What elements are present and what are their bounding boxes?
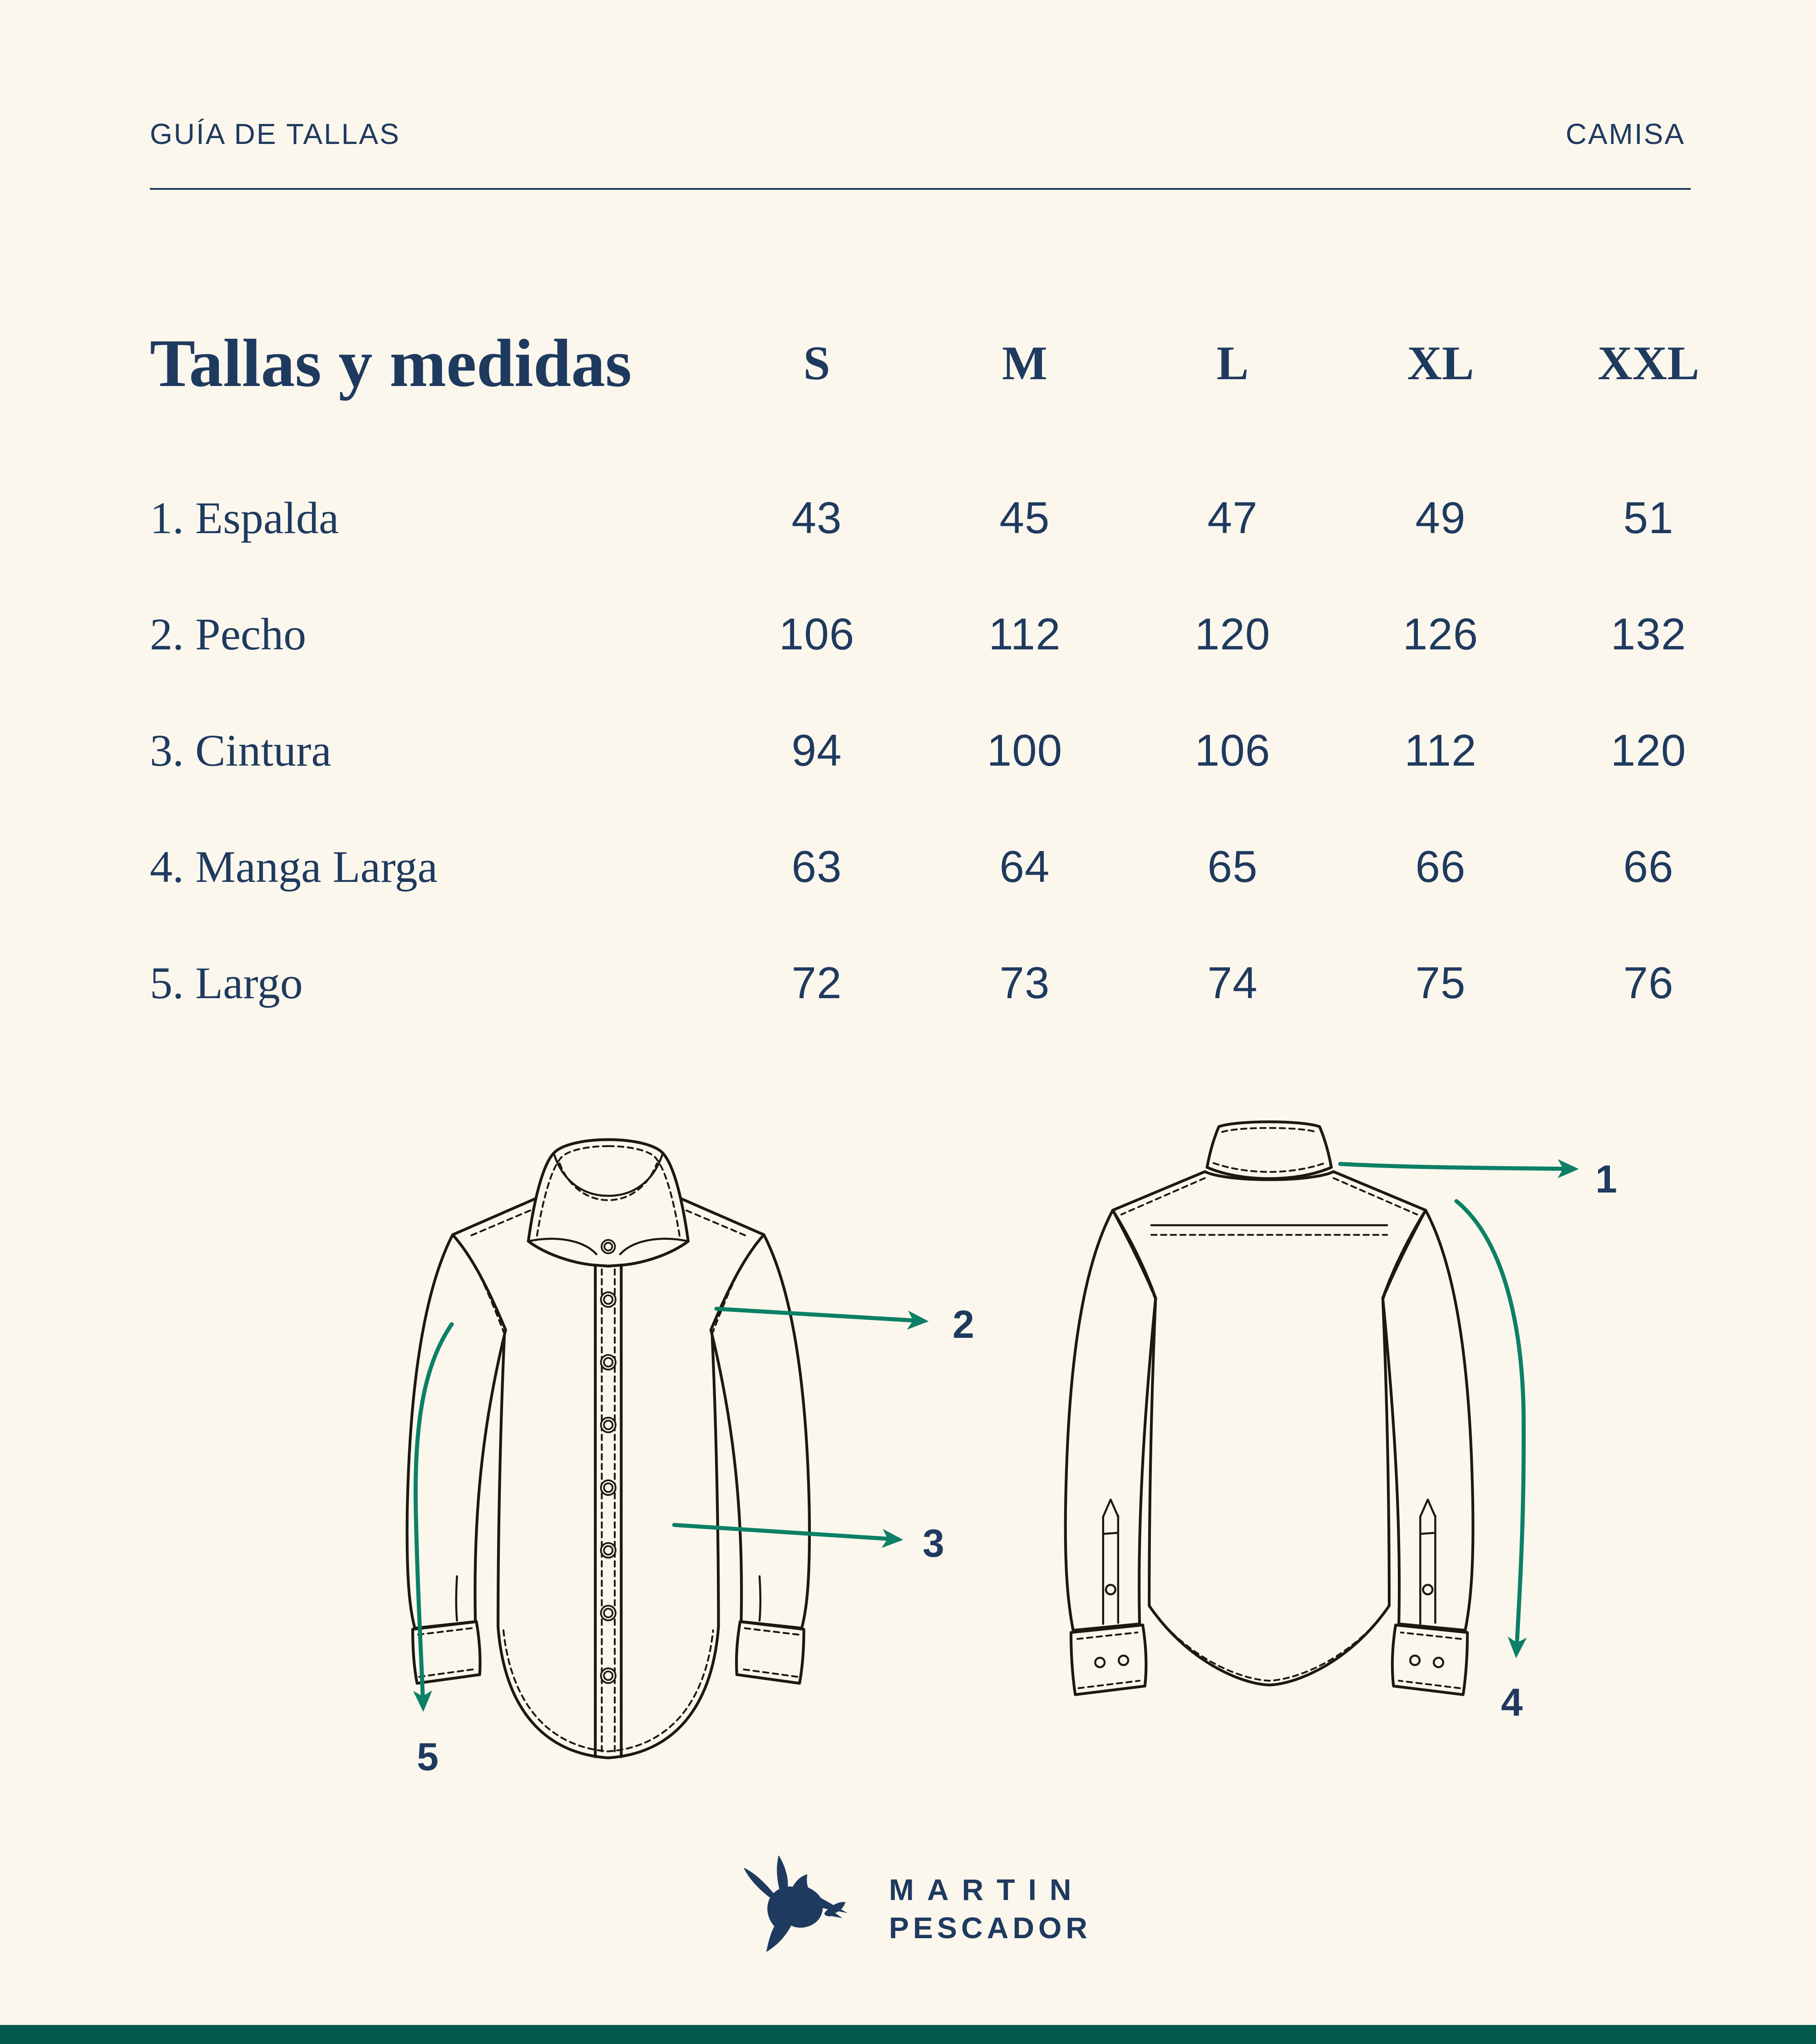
arrow-back-width bbox=[1338, 1159, 1579, 1178]
front-left-sleeve bbox=[405, 1233, 507, 1630]
arrow-chest bbox=[714, 1307, 929, 1330]
brand-name: MARTIN PESCADOR bbox=[889, 1854, 1091, 1943]
measurement-value: 94 bbox=[791, 725, 842, 775]
front-left-cuff bbox=[411, 1620, 482, 1685]
back-left-sleeve bbox=[1064, 1208, 1157, 1632]
back-collar bbox=[1205, 1120, 1333, 1180]
marker-label-waist: 3 bbox=[923, 1522, 944, 1565]
page-header: GUÍA DE TALLAS CAMISA bbox=[150, 117, 1685, 151]
measurement-value: 43 bbox=[791, 492, 842, 543]
measurement-value: 45 bbox=[999, 492, 1050, 543]
column-header-xxl: XXL bbox=[1598, 337, 1699, 390]
measurement-value: 120 bbox=[1610, 725, 1687, 775]
table-row: 2. Pecho 106 112 120 126 132 bbox=[150, 576, 1752, 692]
shirt-front-illustration bbox=[405, 1138, 811, 1759]
front-right-cuff bbox=[735, 1620, 805, 1685]
measurement-value: 72 bbox=[791, 957, 842, 1008]
size-guide-heading: GUÍA DE TALLAS bbox=[150, 118, 400, 150]
row-label: 3. Cintura bbox=[150, 725, 331, 776]
back-right-sleeve-placket bbox=[1409, 1498, 1445, 1668]
measurement-value: 106 bbox=[1194, 725, 1271, 775]
arrow-length bbox=[413, 1322, 454, 1712]
measurement-value: 74 bbox=[1207, 957, 1258, 1008]
product-heading: CAMISA bbox=[1565, 118, 1685, 150]
arrow-sleeve bbox=[1454, 1199, 1527, 1658]
back-right-sleeve bbox=[1381, 1208, 1475, 1632]
shirt-measurement-diagram: 1 2 3 4 5 bbox=[405, 1120, 1617, 1779]
measurement-value: 106 bbox=[779, 609, 855, 659]
marker-label-length: 5 bbox=[417, 1735, 439, 1779]
back-left-cuff bbox=[1069, 1623, 1148, 1696]
measurement-value: 120 bbox=[1194, 609, 1271, 659]
column-header-xl: XL bbox=[1407, 337, 1474, 390]
size-table-body: 1. Espalda 43 45 47 49 51 2. Pecho 106 1… bbox=[150, 460, 1752, 1041]
size-table-header: Tallas y medidas S M L XL XXL bbox=[150, 318, 1752, 409]
arrow-waist bbox=[672, 1523, 903, 1548]
table-title: Tallas y medidas bbox=[150, 326, 632, 401]
front-buttons bbox=[600, 1291, 617, 1684]
footer-accent-bar bbox=[0, 2025, 1816, 2044]
shirt-back-illustration bbox=[1064, 1120, 1475, 1696]
table-row: 1. Espalda 43 45 47 49 51 bbox=[150, 460, 1752, 576]
row-label: 1. Espalda bbox=[150, 492, 339, 543]
back-torso bbox=[1111, 1170, 1427, 1687]
measurement-value: 47 bbox=[1207, 492, 1258, 543]
front-placket bbox=[594, 1262, 623, 1758]
back-right-cuff bbox=[1391, 1623, 1469, 1696]
brand-footer: MARTIN PESCADOR bbox=[0, 1854, 1816, 1956]
brand-name-line2: PESCADOR bbox=[888, 1911, 1092, 1945]
measurement-value: 132 bbox=[1610, 609, 1687, 659]
table-row: 3. Cintura 94 100 106 112 120 bbox=[150, 692, 1752, 808]
measurement-value: 49 bbox=[1415, 492, 1466, 543]
column-header-s: S bbox=[803, 337, 830, 390]
back-left-sleeve-placket bbox=[1094, 1498, 1130, 1668]
row-label: 5. Largo bbox=[150, 957, 303, 1008]
table-row: 5. Largo 72 73 74 75 76 bbox=[150, 925, 1752, 1041]
table-row: 4. Manga Larga 63 64 65 66 66 bbox=[150, 808, 1752, 925]
measurement-value: 76 bbox=[1623, 957, 1674, 1008]
collar-button bbox=[601, 1239, 616, 1254]
column-header-m: M bbox=[1002, 337, 1048, 390]
marker-label-back-width: 1 bbox=[1595, 1158, 1617, 1201]
marker-label-sleeve: 4 bbox=[1501, 1681, 1523, 1724]
measurement-value: 66 bbox=[1623, 841, 1674, 891]
measurement-value: 112 bbox=[1404, 725, 1477, 775]
measurement-value: 75 bbox=[1415, 957, 1466, 1008]
measurement-value: 73 bbox=[999, 957, 1050, 1008]
measurement-value: 65 bbox=[1207, 841, 1258, 891]
measurement-value: 126 bbox=[1402, 609, 1479, 659]
measurement-value: 112 bbox=[988, 609, 1061, 659]
kingfisher-logo-icon bbox=[743, 1855, 848, 1952]
row-label: 4. Manga Larga bbox=[150, 841, 438, 892]
measurement-arrows bbox=[413, 1159, 1579, 1712]
front-collar bbox=[527, 1138, 690, 1268]
row-label: 2. Pecho bbox=[150, 609, 306, 659]
marker-label-chest: 2 bbox=[952, 1303, 974, 1346]
header-divider bbox=[150, 188, 1691, 190]
measurement-value: 51 bbox=[1623, 492, 1674, 543]
measurement-value: 63 bbox=[791, 841, 842, 891]
brand-name-line1: MARTIN bbox=[888, 1873, 1085, 1906]
measurement-value: 66 bbox=[1415, 841, 1466, 891]
front-right-sleeve bbox=[709, 1233, 811, 1630]
measurement-value: 64 bbox=[999, 841, 1050, 891]
measurement-value: 100 bbox=[987, 725, 1063, 775]
column-header-l: L bbox=[1216, 337, 1249, 390]
